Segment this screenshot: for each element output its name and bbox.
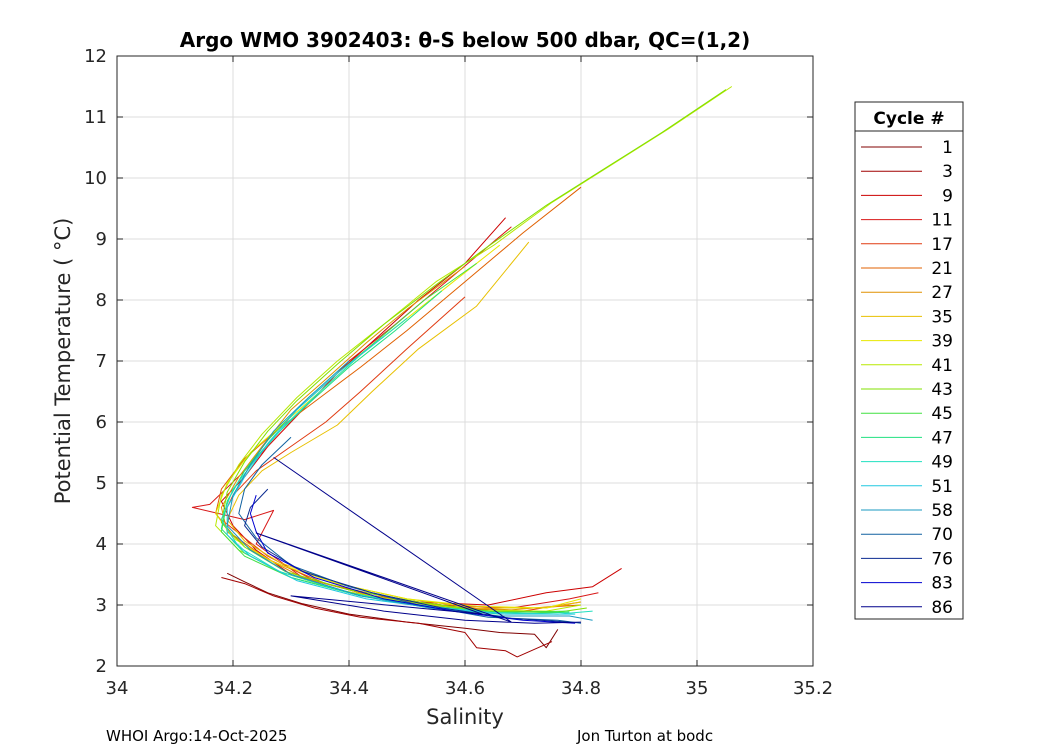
legend-label-39: 39 — [931, 332, 953, 352]
legend-label-76: 76 — [931, 549, 953, 569]
series-line-cycle-3 — [221, 577, 553, 658]
legend-box — [854, 101, 964, 620]
legend-label-17: 17 — [931, 235, 953, 255]
legend-label-58: 58 — [931, 501, 953, 521]
y-axis-label: Potential Temperature ( °C) — [51, 218, 75, 505]
y-tick-label: 10 — [84, 168, 107, 189]
x-tick-label: 34 — [106, 678, 129, 699]
chart-title: Argo WMO 3902403: θ-S below 500 dbar, QC… — [180, 28, 750, 52]
x-axis-ticks: 34 34.2 34.4 34.6 34.8 35 35.2 — [106, 56, 833, 699]
legend-label-1: 1 — [942, 138, 953, 158]
series-line-cycle-11 — [191, 226, 599, 609]
legend-label-49: 49 — [931, 453, 953, 473]
series-line-cycle-70 — [238, 436, 582, 624]
series-line-cycle-9 — [220, 217, 622, 606]
series-line-cycle-41 — [215, 86, 733, 612]
series-line-cycle-86 — [255, 456, 582, 624]
footer-right: Jon Turton at bodc — [576, 727, 713, 745]
legend-label-9: 9 — [942, 186, 953, 206]
y-axis-ticks: 2 3 4 5 6 7 8 9 10 11 12 — [84, 46, 813, 677]
y-tick-label: 12 — [84, 46, 107, 67]
legend-label-47: 47 — [931, 428, 953, 448]
data-series — [191, 86, 733, 658]
y-tick-label: 9 — [96, 229, 107, 250]
legend-label-11: 11 — [931, 211, 953, 231]
legend-label-3: 3 — [942, 162, 953, 182]
series-line-cycle-43 — [220, 89, 727, 613]
legend-label-21: 21 — [931, 259, 953, 279]
legend: Cycle # 13911172127353941434547495158707… — [854, 101, 964, 620]
legend-label-51: 51 — [931, 477, 953, 497]
legend-label-45: 45 — [931, 404, 953, 424]
y-tick-label: 11 — [84, 107, 107, 128]
grid-lines — [116, 55, 814, 667]
x-tick-label: 34.2 — [213, 678, 253, 699]
legend-label-41: 41 — [931, 356, 953, 376]
y-tick-label: 4 — [96, 534, 107, 555]
y-tick-label: 7 — [96, 351, 107, 372]
y-tick-label: 3 — [96, 595, 107, 616]
x-axis-label: Salinity — [426, 705, 504, 729]
legend-title: Cycle # — [873, 109, 944, 129]
legend-label-70: 70 — [931, 525, 953, 545]
y-tick-label: 8 — [96, 290, 107, 311]
legend-label-35: 35 — [931, 307, 953, 327]
x-tick-label: 35 — [686, 678, 709, 699]
legend-label-27: 27 — [931, 283, 953, 303]
series-line-cycle-35 — [226, 241, 582, 609]
y-tick-label: 5 — [96, 473, 107, 494]
legend-label-83: 83 — [931, 574, 953, 594]
y-tick-label: 6 — [96, 412, 107, 433]
x-tick-label: 35.2 — [793, 678, 833, 699]
x-tick-label: 34.4 — [329, 678, 369, 699]
series-line-cycle-83 — [249, 495, 576, 624]
legend-label-86: 86 — [931, 598, 953, 618]
x-tick-label: 34.6 — [445, 678, 485, 699]
y-tick-label: 2 — [96, 656, 107, 677]
footer-left: WHOI Argo:14-Oct-2025 — [106, 727, 287, 745]
series-line-cycle-58 — [226, 360, 593, 621]
x-tick-label: 34.8 — [561, 678, 601, 699]
series-line-cycle-21 — [215, 186, 582, 609]
legend-label-43: 43 — [931, 380, 953, 400]
